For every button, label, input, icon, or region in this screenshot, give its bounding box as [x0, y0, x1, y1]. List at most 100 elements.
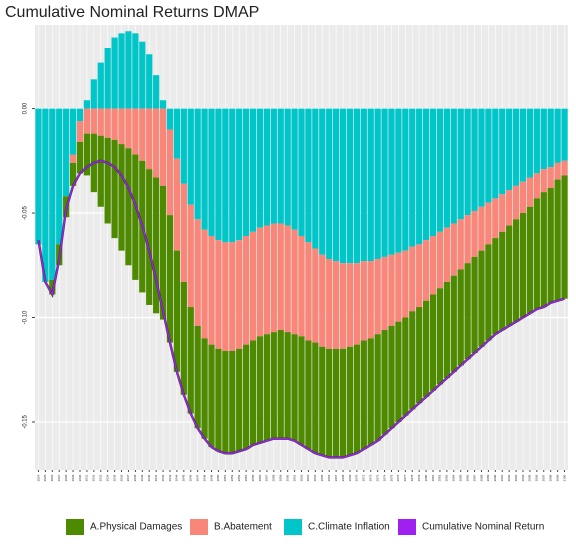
x-tick-label: 2088 — [479, 474, 483, 481]
bar — [436, 288, 444, 385]
bar — [153, 177, 160, 314]
legend-swatch — [398, 519, 416, 535]
bar — [533, 173, 540, 199]
x-tick-label: 2074 — [382, 474, 386, 481]
bar — [436, 108, 444, 232]
bar — [208, 108, 215, 237]
x-tick-label: 2046 — [189, 474, 193, 481]
x-tick-label: 2040 — [147, 474, 151, 481]
bar — [388, 254, 395, 326]
bar — [42, 108, 49, 282]
x-tick-label: 2063 — [306, 474, 310, 481]
x-tick-label: 2045 — [182, 474, 186, 481]
bar — [512, 219, 520, 322]
x-tick-label: 2029 — [71, 474, 75, 481]
bar — [139, 108, 146, 161]
x-tick-label: 2028 — [64, 474, 68, 481]
bar — [374, 258, 381, 335]
bar — [187, 307, 194, 414]
bar — [554, 108, 561, 163]
bar — [243, 108, 250, 237]
x-tick-label: 2086 — [465, 474, 469, 481]
bar — [256, 227, 264, 337]
bar — [263, 108, 271, 226]
bar — [173, 250, 181, 372]
bar — [97, 62, 104, 109]
x-tick-label: 2061 — [292, 474, 296, 481]
x-tick-label: 2079 — [417, 474, 421, 481]
x-tick-label: 2025 — [43, 474, 47, 481]
x-tick-label: 2072 — [369, 474, 373, 481]
bar — [49, 108, 56, 280]
bar — [111, 108, 118, 140]
bar — [263, 334, 271, 441]
bar — [83, 133, 91, 176]
x-tick-label: 2070 — [355, 474, 359, 481]
bar — [180, 281, 187, 395]
bar — [312, 248, 319, 343]
bar — [76, 141, 84, 174]
bar — [249, 231, 257, 341]
x-tick-label: 2032 — [92, 474, 96, 481]
bar — [499, 108, 506, 195]
bar — [63, 108, 70, 197]
bar — [360, 108, 367, 262]
bar — [35, 108, 42, 245]
bar — [222, 108, 229, 243]
bar — [506, 190, 513, 226]
bar — [166, 129, 174, 216]
bar — [367, 108, 374, 262]
bar — [388, 108, 395, 255]
bar — [381, 256, 388, 331]
bar — [402, 250, 409, 318]
bar — [187, 108, 194, 205]
bar — [339, 108, 347, 264]
bar — [554, 162, 561, 180]
bar — [332, 261, 340, 349]
x-tick-label: 2069 — [348, 474, 352, 481]
x-tick-label: 2078 — [410, 474, 414, 481]
bar — [506, 225, 513, 326]
bar — [76, 121, 84, 142]
bar — [526, 108, 534, 178]
x-tick-label: 2026 — [50, 474, 54, 481]
bar — [215, 108, 222, 241]
bar — [104, 137, 111, 224]
bar — [450, 223, 457, 276]
bar — [298, 336, 305, 445]
bar — [305, 242, 312, 341]
bar — [146, 54, 153, 109]
bar — [506, 108, 513, 191]
bar — [90, 79, 97, 109]
bar — [166, 108, 174, 130]
bar — [422, 240, 430, 301]
bar — [416, 108, 423, 245]
bar — [118, 108, 125, 145]
bar — [291, 108, 298, 230]
x-tick-label: 2073 — [375, 474, 379, 481]
bar — [561, 160, 568, 176]
x-tick-label: 2077 — [403, 474, 407, 481]
bar — [215, 348, 222, 452]
x-tick-label: 2076 — [396, 474, 400, 481]
bar — [215, 240, 222, 349]
x-tick-label: 2055 — [251, 474, 255, 481]
bar — [194, 108, 201, 220]
bar — [125, 108, 132, 149]
bar — [132, 33, 139, 109]
x-tick-label: 2034 — [105, 474, 109, 481]
bar — [492, 198, 499, 239]
bar — [485, 108, 492, 203]
bar — [429, 236, 437, 295]
bar — [360, 340, 367, 450]
bar — [353, 344, 360, 454]
bar — [367, 338, 374, 445]
bar — [422, 300, 430, 397]
x-tick-label: 2042 — [161, 474, 165, 481]
bar — [332, 348, 340, 458]
bar — [416, 307, 423, 404]
bar — [547, 187, 554, 303]
y-tick-label: -0.15 — [23, 414, 29, 428]
x-tick-label: 2082 — [438, 474, 442, 481]
bar — [402, 317, 409, 416]
